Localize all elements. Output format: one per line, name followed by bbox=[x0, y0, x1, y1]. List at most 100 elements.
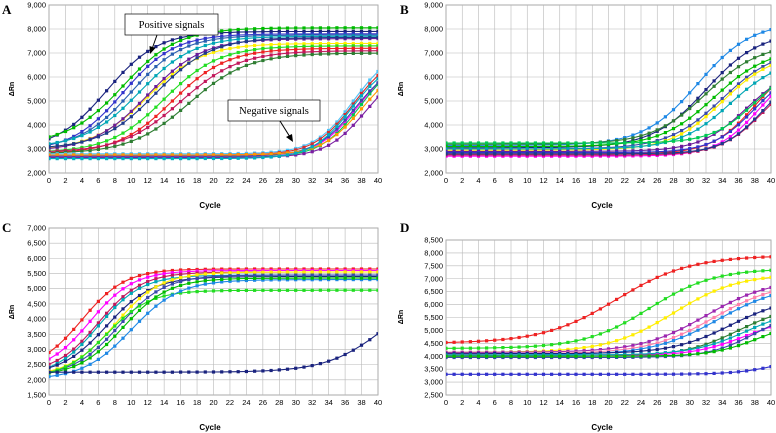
panel-a-data-point bbox=[80, 153, 84, 157]
panel-a-data-point bbox=[335, 133, 339, 137]
panel-a-data-point bbox=[261, 35, 265, 39]
panel-a-data-point bbox=[49, 135, 51, 139]
panel-d-data-point bbox=[631, 346, 635, 350]
panel-c-data-point bbox=[253, 270, 257, 274]
panel-c-data-point bbox=[318, 273, 322, 277]
panel-b-data-point bbox=[761, 99, 765, 103]
panel-a-data-point bbox=[343, 123, 347, 127]
panel-d-data-point bbox=[728, 311, 732, 315]
panel-d-data-point bbox=[720, 286, 724, 290]
panel-a-data-point bbox=[294, 29, 298, 34]
panel-d-xtick-label: 28 bbox=[669, 398, 677, 407]
panel-a-data-point bbox=[105, 139, 109, 143]
panel-b-data-point bbox=[517, 144, 521, 149]
panel-b-data-point bbox=[761, 65, 765, 69]
panel-a-xtick-label: 4 bbox=[80, 176, 84, 185]
panel-a-data-point bbox=[351, 102, 355, 106]
panel-a-data-point bbox=[187, 157, 191, 161]
panel-b-data-point bbox=[696, 96, 700, 100]
panel-a-data-point bbox=[376, 81, 378, 85]
panel-a-data-point bbox=[327, 138, 331, 143]
panel-a-data-point bbox=[129, 139, 133, 143]
panel-d-data-point bbox=[517, 345, 521, 349]
panel-d-data-point bbox=[631, 343, 635, 347]
panel-c-data-point bbox=[179, 289, 183, 293]
panel-b-data-point bbox=[704, 72, 708, 76]
panel-d-xtick-label: 12 bbox=[539, 398, 547, 407]
panel-d-data-point bbox=[753, 325, 757, 330]
panel-c-data-point bbox=[220, 269, 224, 273]
panel-d-data-point bbox=[745, 334, 749, 338]
panel-b-data-point bbox=[550, 152, 554, 156]
panel-c-data-point bbox=[170, 273, 174, 277]
panel-c-xtick-label: 32 bbox=[308, 398, 316, 407]
panel-a-data-point bbox=[277, 52, 281, 56]
panel-b-data-point bbox=[712, 145, 716, 149]
panel-a-data-point bbox=[376, 29, 378, 33]
panel-d-data-point bbox=[704, 278, 708, 282]
panel-a-data-point bbox=[211, 41, 216, 45]
panel-a-data-point bbox=[63, 149, 68, 153]
panel-b-data-point bbox=[509, 144, 513, 149]
panel-a-data-point bbox=[162, 52, 166, 56]
panel-c-data-point bbox=[285, 270, 290, 274]
panel-c-data-point bbox=[113, 370, 117, 374]
panel-b-data-point bbox=[476, 141, 481, 145]
panel-b-data-point bbox=[704, 142, 708, 147]
panel-c-xtick-label: 24 bbox=[242, 398, 250, 407]
panel-c-data-point bbox=[170, 282, 174, 286]
panel-c-data-point bbox=[228, 279, 232, 283]
panel-a-data-point bbox=[285, 45, 290, 49]
panel-b-data-point bbox=[745, 60, 749, 64]
panel-a-data-point bbox=[63, 143, 68, 147]
panel-b-data-point bbox=[688, 124, 692, 128]
panel-a-data-point bbox=[195, 68, 199, 73]
panel-c-data-point bbox=[105, 337, 109, 341]
panel-b-data-point bbox=[761, 42, 765, 46]
panel-c-data-point bbox=[146, 272, 150, 276]
panel-a-data-point bbox=[351, 46, 355, 50]
panel-c-data-point bbox=[96, 324, 100, 328]
panel-d-data-point bbox=[533, 333, 537, 337]
panel-d-data-point bbox=[736, 328, 741, 332]
panel-b-data-point bbox=[688, 106, 692, 111]
panel-a-data-point bbox=[179, 43, 183, 47]
panel-d-data-point bbox=[460, 372, 464, 376]
panel-a-data-point bbox=[310, 29, 314, 33]
panel-a-data-point bbox=[244, 156, 248, 160]
panel-c-data-point bbox=[146, 295, 150, 300]
panel-a: 0 2 4 6 8 10 12 14 16 18 20 22 24 26 28 30 32 34 36 38 402,0… bbox=[2, 1, 382, 211]
panel-c-data-point bbox=[179, 272, 183, 276]
panel-a-data-point bbox=[310, 52, 314, 57]
panel-a-data-point bbox=[121, 117, 125, 121]
panel-b-data-point bbox=[623, 146, 627, 150]
panel-a-data-point bbox=[359, 102, 364, 106]
panel-b-data-point bbox=[655, 128, 659, 132]
panel-a-data-point bbox=[121, 91, 125, 95]
panel-a-data-point bbox=[244, 44, 248, 48]
panel-a-data-point bbox=[318, 140, 322, 144]
panel-d-data-point bbox=[728, 323, 732, 327]
panel-a-data-point bbox=[351, 35, 355, 40]
panel-a-data-point bbox=[179, 68, 183, 72]
panel-c-ytick-label: 7,000 bbox=[27, 224, 46, 233]
panel-b-data-point bbox=[712, 132, 716, 136]
panel-a-data-point bbox=[302, 53, 306, 57]
panel-d-data-point bbox=[696, 348, 700, 352]
panel-a-data-point bbox=[179, 55, 183, 59]
panel-d-data-point bbox=[631, 333, 635, 337]
panel-d-data-point bbox=[769, 314, 771, 319]
panel-d-data-point bbox=[655, 301, 659, 306]
panel-d-data-point bbox=[688, 328, 692, 333]
panel-b-data-point bbox=[696, 110, 700, 114]
panel-c-data-point bbox=[105, 342, 109, 347]
panel-a-data-point bbox=[253, 38, 257, 42]
panel-a-data-point bbox=[195, 94, 199, 98]
panel-a-data-point bbox=[187, 44, 191, 48]
panel-a-data-point bbox=[269, 49, 273, 53]
panel-c-data-point bbox=[318, 288, 322, 292]
panel-b-data-point bbox=[769, 28, 771, 32]
panel-a-data-point bbox=[253, 51, 257, 55]
panel-a-data-point bbox=[170, 47, 174, 51]
panel-a-data-point bbox=[220, 55, 224, 60]
